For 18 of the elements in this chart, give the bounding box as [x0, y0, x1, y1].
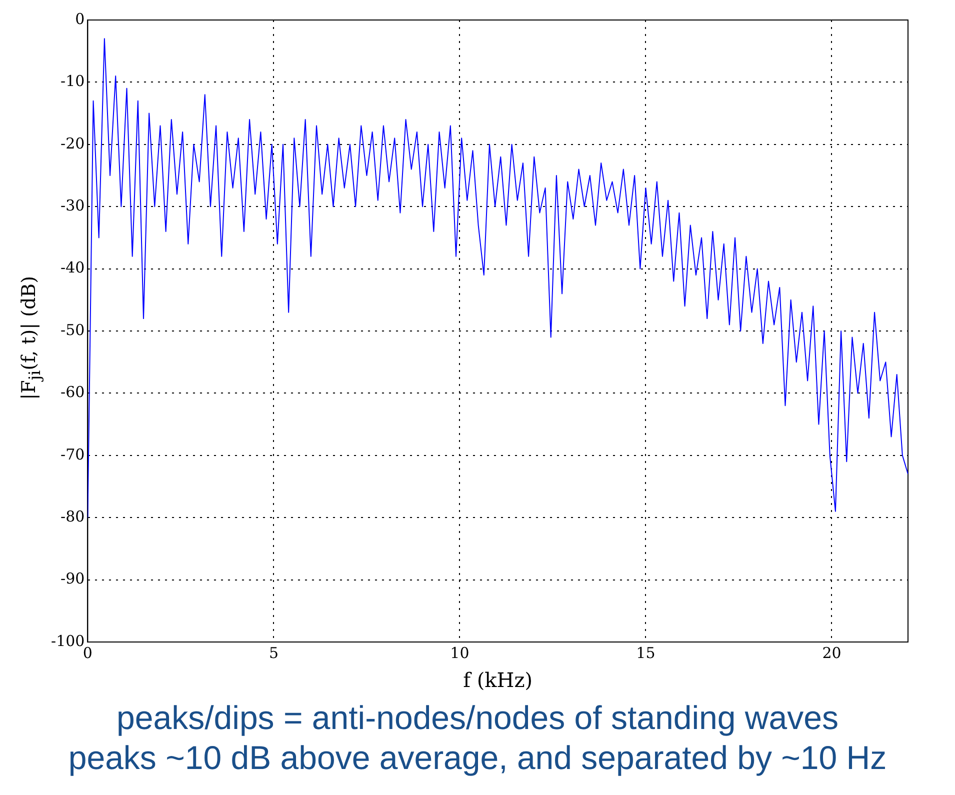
y-tick-label: -80 — [60, 507, 85, 526]
x-tick-label: 15 — [636, 644, 656, 662]
x-tick-label: 5 — [268, 644, 278, 662]
y-tick-label: -90 — [60, 570, 85, 588]
y-tick-label: -40 — [60, 258, 85, 277]
y-tick-label: -70 — [60, 445, 85, 464]
y-tick-label: -20 — [60, 134, 85, 152]
y-tick-label: -60 — [60, 383, 85, 402]
y-tick-label: -10 — [60, 72, 85, 90]
x-tick-label: 20 — [822, 644, 842, 662]
x-tick-label: 10 — [450, 644, 470, 662]
y-tick-label: 0 — [75, 10, 85, 28]
text: peaks ~10 dB above average, and separated by ~10 Hz — [67, 738, 888, 778]
y-tick-label: -50 — [60, 320, 85, 339]
x-axis-title: f (kHz) — [463, 668, 533, 692]
y-tick-label: -100 — [50, 632, 85, 650]
text: peaks/dips = anti-nodes/nodes of standing waves — [116, 698, 840, 738]
y-tick-label: -30 — [60, 196, 85, 214]
